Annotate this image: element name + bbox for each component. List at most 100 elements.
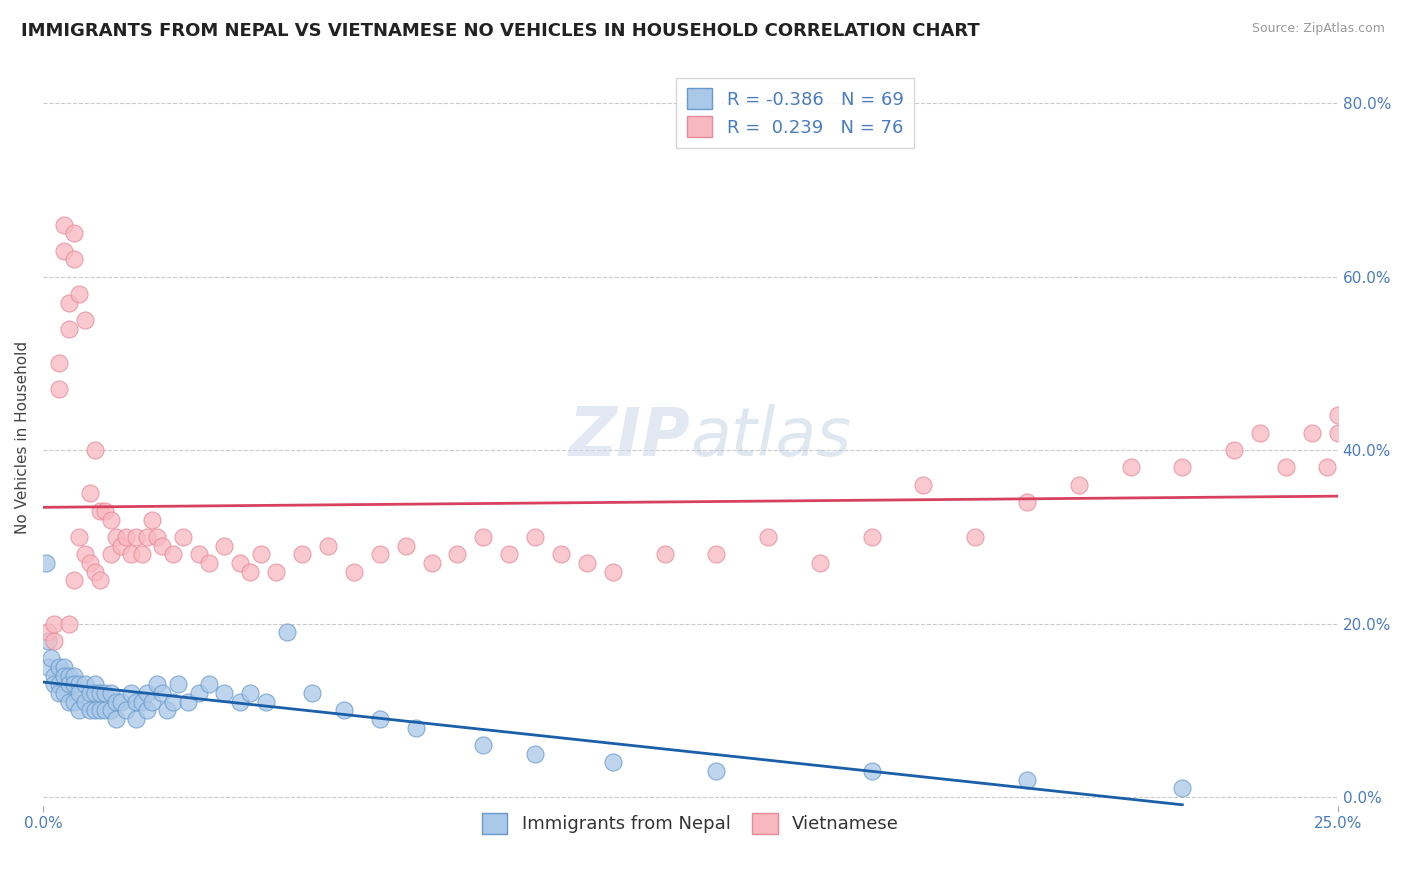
Point [1326,409,1348,423]
Point [37,625,59,640]
Point [73,547,96,561]
Point [52,668,75,682]
Point [110,539,132,553]
Point [89,504,111,518]
Point [125,712,148,726]
Point [172,530,194,544]
Point [264,565,287,579]
Point [63,227,86,241]
Point [115,703,138,717]
Point [1249,425,1271,440]
Point [63,668,86,682]
Point [79,556,101,570]
Point [94,504,117,518]
Point [162,695,184,709]
Point [84,565,107,579]
Point [48,660,70,674]
Point [67,677,90,691]
Point [37,634,59,648]
Point [104,530,127,544]
Point [368,547,391,561]
Point [156,703,179,717]
Point [104,695,127,709]
Point [141,695,163,709]
Point [343,565,366,579]
Point [48,356,70,370]
Point [524,747,547,761]
Point [472,738,495,752]
Point [79,486,101,500]
Point [131,547,153,561]
Point [84,677,107,691]
Point [301,686,323,700]
Point [79,686,101,700]
Point [704,764,727,778]
Point [63,252,86,267]
Point [89,573,111,587]
Point [73,695,96,709]
Point [58,322,80,336]
Point [35,556,58,570]
Point [58,695,80,709]
Point [52,218,75,232]
Point [1223,443,1246,458]
Point [498,547,520,561]
Point [58,668,80,682]
Point [67,703,90,717]
Point [276,625,298,640]
Point [120,686,142,700]
Point [42,677,65,691]
Point [58,616,80,631]
Point [187,686,209,700]
Point [52,686,75,700]
Point [420,556,443,570]
Point [52,660,75,674]
Point [1067,478,1090,492]
Point [84,703,107,717]
Point [1275,460,1298,475]
Point [58,677,80,691]
Point [94,703,117,717]
Text: IMMIGRANTS FROM NEPAL VS VIETNAMESE NO VEHICLES IN HOUSEHOLD CORRELATION CHART: IMMIGRANTS FROM NEPAL VS VIETNAMESE NO V… [21,22,980,40]
Point [135,530,157,544]
Point [100,703,122,717]
Point [860,530,883,544]
Point [187,547,209,561]
Point [229,556,252,570]
Point [602,565,624,579]
Point [63,695,86,709]
Point [39,651,62,665]
Point [229,695,252,709]
Text: ZIP: ZIP [568,404,690,470]
Point [177,695,200,709]
Point [1316,460,1339,475]
Point [1119,460,1142,475]
Point [291,547,314,561]
Point [110,695,132,709]
Point [37,660,59,674]
Point [198,556,221,570]
Point [52,244,75,258]
Point [316,539,339,553]
Point [602,756,624,770]
Point [48,383,70,397]
Point [395,539,418,553]
Point [575,556,598,570]
Point [249,547,271,561]
Point [550,547,572,561]
Point [125,530,148,544]
Point [89,686,111,700]
Point [42,668,65,682]
Point [63,573,86,587]
Point [73,677,96,691]
Point [146,677,169,691]
Point [860,764,883,778]
Point [239,565,262,579]
Point [141,512,163,526]
Point [405,721,427,735]
Point [1015,495,1038,509]
Point [84,443,107,458]
Point [63,677,86,691]
Y-axis label: No Vehicles in Household: No Vehicles in Household [15,341,30,533]
Point [131,695,153,709]
